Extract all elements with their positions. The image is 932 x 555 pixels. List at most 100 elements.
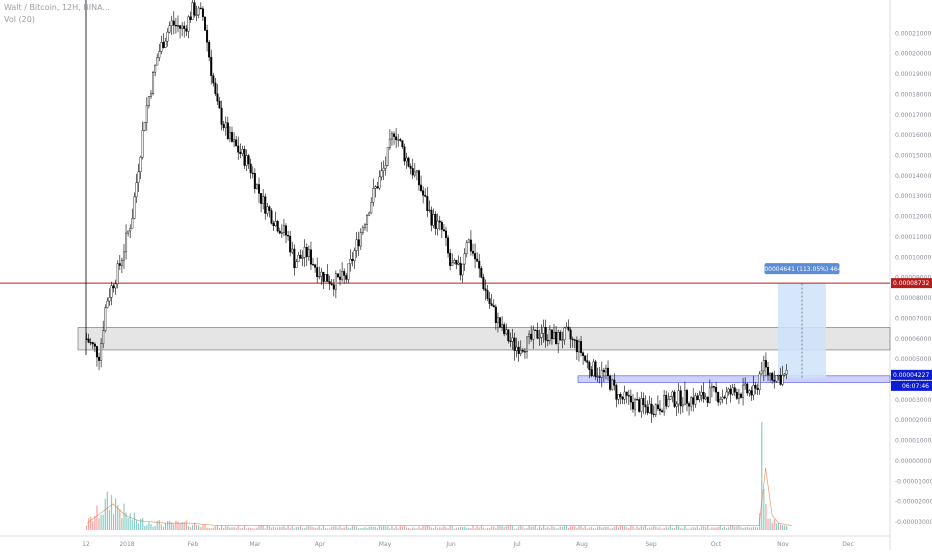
- y-tick-label: 0.00015000: [895, 153, 931, 160]
- volume-bar: [594, 528, 597, 530]
- candle-body: [754, 384, 757, 389]
- volume-bar: [250, 527, 252, 530]
- candle-body: [407, 157, 410, 167]
- candle-body: [438, 220, 441, 223]
- volume-bar: [329, 528, 331, 530]
- volume-bar: [678, 526, 680, 530]
- volume-bar: [368, 526, 370, 530]
- y-tick-label: 0.00013000: [895, 193, 931, 200]
- volume-bar: [551, 525, 553, 530]
- candle-body: [521, 349, 524, 352]
- candle-body: [679, 390, 682, 407]
- volume-bar: [378, 525, 381, 530]
- candle-body: [336, 273, 339, 278]
- candle-body: [465, 242, 468, 254]
- candle-body: [459, 262, 462, 276]
- candle-body: [285, 225, 288, 236]
- volume-bar: [688, 528, 690, 530]
- volume-bar: [696, 526, 698, 530]
- volume-bar: [189, 527, 192, 530]
- x-tick-label: Feb: [188, 541, 199, 548]
- candle-body: [388, 138, 391, 148]
- volume-bar: [680, 527, 682, 530]
- candle-body: [272, 223, 275, 227]
- candle-body: [228, 132, 231, 139]
- candle-body: [451, 262, 454, 266]
- candle-body: [444, 230, 447, 238]
- volume-bar: [773, 519, 775, 530]
- candle-body: [735, 391, 738, 399]
- volume-bar: [690, 527, 692, 530]
- candle-body: [224, 122, 227, 128]
- volume-bar: [146, 524, 148, 530]
- candle-body: [594, 361, 597, 377]
- volume-bar: [474, 528, 476, 530]
- volume-bar: [752, 526, 755, 530]
- volume-bar: [225, 526, 227, 530]
- volume-bar: [698, 528, 701, 530]
- volume-bar: [599, 525, 601, 530]
- volume-bar: [85, 525, 88, 530]
- volume-bar: [88, 518, 90, 530]
- y-tick-label: 0.00018000: [895, 91, 931, 98]
- candle-body: [343, 271, 346, 276]
- candle-body: [424, 194, 427, 197]
- volume-bar: [104, 498, 106, 530]
- y-tick-label: -0.00001000: [895, 478, 932, 485]
- candle-body: [530, 333, 533, 340]
- volume-bar: [420, 527, 422, 530]
- candle-body: [382, 167, 385, 171]
- volume-bar: [270, 527, 273, 530]
- volume-bar: [349, 527, 352, 530]
- volume-bar: [206, 527, 208, 530]
- volume-bar: [308, 525, 310, 530]
- candle-body: [569, 329, 572, 340]
- candle-body: [669, 396, 672, 400]
- candle-body: [517, 346, 520, 355]
- volume-bar: [703, 526, 705, 530]
- volume-bar: [457, 527, 460, 530]
- candle-body: [347, 263, 350, 280]
- candle-body: [386, 147, 389, 166]
- x-tick-label: Apr: [315, 541, 326, 548]
- volume-bar: [316, 527, 318, 530]
- volume-bar: [318, 526, 320, 530]
- candle-body: [469, 239, 472, 252]
- candle-body: [623, 391, 626, 400]
- candle-body: [303, 247, 306, 258]
- candle-body: [401, 140, 404, 148]
- candle-body: [764, 360, 767, 368]
- y-tick-label: 0.00021000: [895, 30, 931, 37]
- candle-body: [596, 376, 599, 378]
- candle-body: [650, 403, 653, 415]
- volume-bar: [397, 528, 399, 530]
- volume-bar: [239, 528, 241, 530]
- volume-bar: [734, 526, 736, 530]
- candle-body: [704, 396, 707, 400]
- volume-bar: [536, 528, 539, 530]
- volume-bar: [291, 526, 293, 530]
- symbol-title: Walt / Bitcoin, 12H, BINA...: [4, 3, 111, 12]
- volume-bar: [312, 527, 314, 530]
- volume-bar: [275, 527, 277, 530]
- volume-bar: [372, 526, 374, 530]
- volume-bar: [511, 525, 514, 530]
- volume-bar: [484, 528, 487, 530]
- volume-bar: [449, 525, 451, 530]
- candle-body: [143, 122, 146, 131]
- volume-bar: [557, 528, 559, 530]
- volume-bar: [777, 522, 779, 530]
- candle-body: [368, 212, 371, 216]
- y-tick-label: 0.00007000: [895, 315, 931, 322]
- volume-bar: [370, 526, 372, 530]
- volume-bar: [725, 527, 728, 530]
- volume-bar: [518, 526, 520, 530]
- candle-body: [237, 145, 240, 153]
- volume-bar: [638, 527, 640, 530]
- volume-bar: [112, 513, 115, 530]
- candle-body: [312, 264, 315, 266]
- volume-bar: [750, 527, 752, 530]
- candle-body: [301, 257, 304, 259]
